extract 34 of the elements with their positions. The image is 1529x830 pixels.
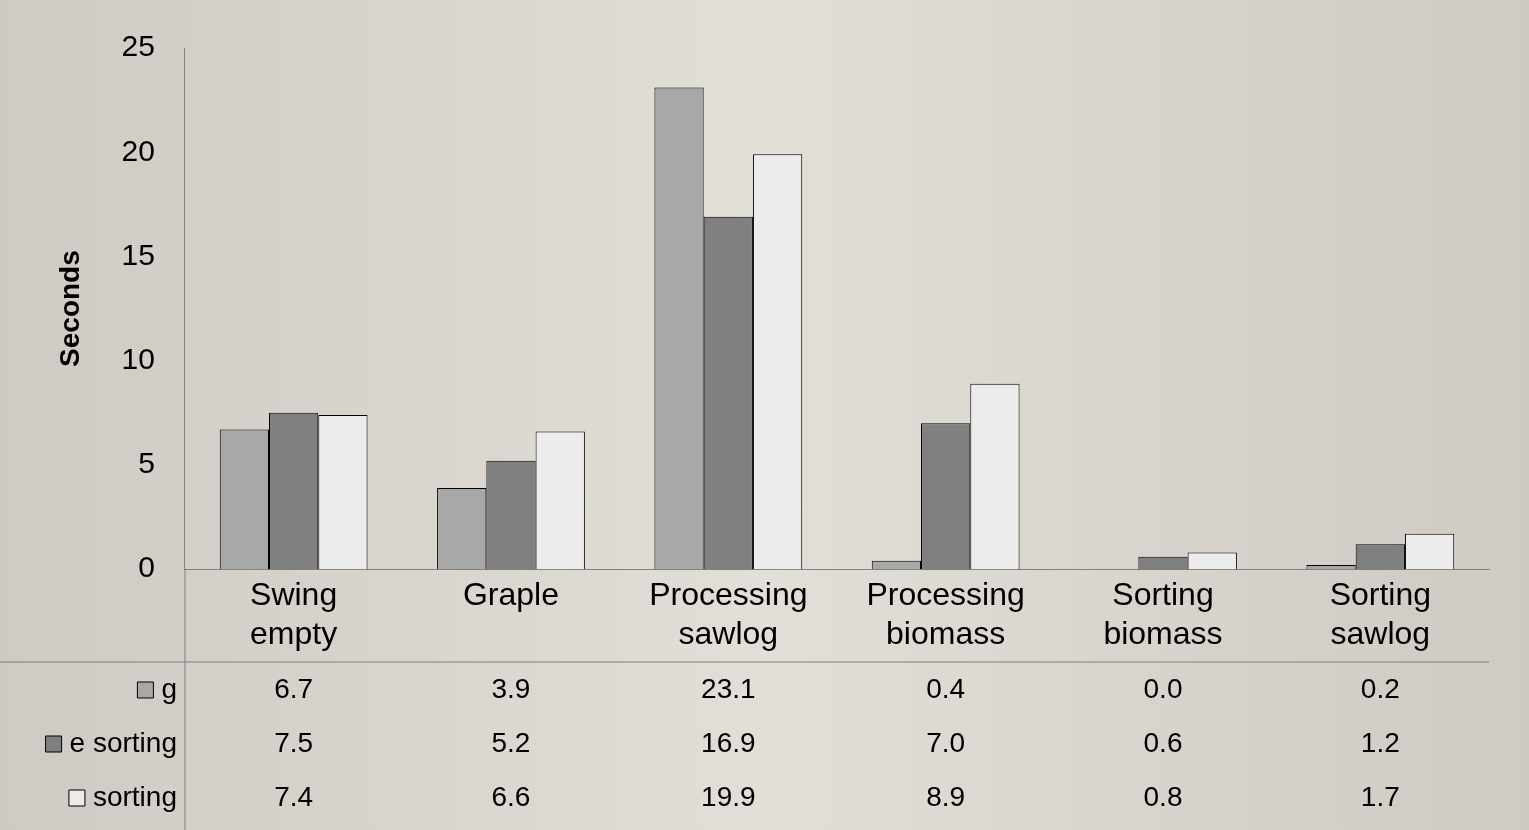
y-tick-label: 0: [138, 550, 155, 584]
x-tick-label: Graple: [462, 576, 559, 613]
data-label: 6.6: [491, 780, 531, 812]
x-tick-label: Sorting biomass: [1103, 576, 1223, 651]
y-axis-title: Seconds: [53, 250, 85, 367]
data-label: 0.4: [926, 672, 966, 704]
y-tick-label: 15: [121, 237, 155, 271]
data-label: 6.7: [274, 672, 314, 704]
x-tick-label: Sorting sawlog: [1329, 576, 1432, 651]
y-tick-label: 10: [121, 341, 155, 375]
data-label: 1.7: [1360, 780, 1400, 812]
y-tick-label: 5: [138, 446, 155, 480]
data-label: 3.9: [491, 672, 531, 704]
data-label: 7.5: [274, 726, 314, 758]
data-label: 0.8: [1143, 780, 1183, 812]
data-label: 1.2: [1360, 726, 1400, 758]
data-label: 8.9: [926, 780, 966, 812]
legend-label: sorting: [92, 780, 177, 812]
x-tick-label: Processing biomass: [866, 576, 1025, 651]
data-label: 0.0: [1143, 672, 1183, 704]
legend-label: e sorting: [69, 726, 177, 758]
data-label: 7.4: [274, 780, 314, 812]
y-tick-label: 25: [121, 29, 155, 63]
x-tick-label: Swing empty: [250, 576, 338, 651]
y-tick-label: 20: [121, 133, 155, 167]
data-label: 23.1: [701, 672, 756, 704]
data-label: 5.2: [491, 726, 531, 758]
data-label: 16.9: [701, 726, 756, 758]
data-label: 0.6: [1143, 726, 1183, 758]
data-label: 19.9: [701, 780, 756, 812]
data-label: 7.0: [926, 726, 966, 758]
x-tick-label: Processing sawlog: [649, 576, 808, 651]
legend-label: g: [161, 672, 177, 704]
data-label: 0.2: [1360, 672, 1400, 704]
